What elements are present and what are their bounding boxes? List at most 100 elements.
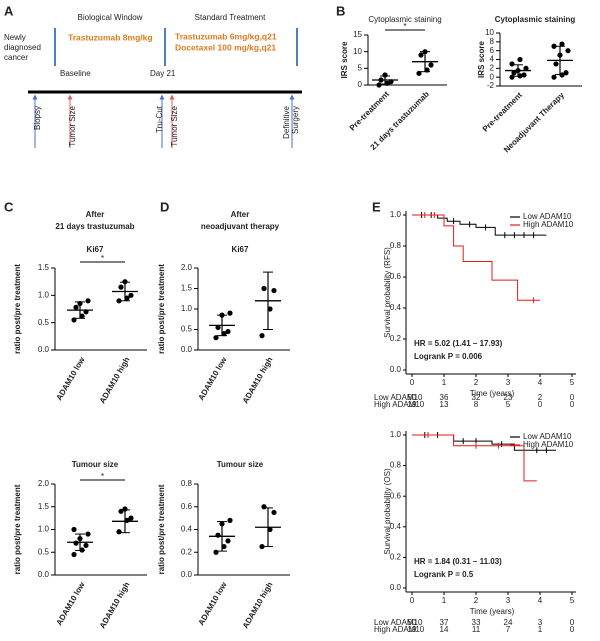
phase-label: Biological Window bbox=[78, 13, 143, 22]
y-tick-label: 0.4 bbox=[390, 303, 402, 312]
y-tick-label: 0.0 bbox=[181, 570, 193, 579]
x-tick-label: 2 bbox=[474, 378, 479, 387]
y-tick-label: -2 bbox=[487, 81, 495, 90]
risk-count: 11 bbox=[472, 625, 481, 634]
x-axis-label: Time (years) bbox=[470, 607, 515, 616]
data-point bbox=[227, 310, 233, 316]
event-label: Surgery bbox=[291, 106, 300, 134]
panel-titles: After 21 days trastuzumab After neoadjuv… bbox=[55, 210, 279, 231]
data-point bbox=[213, 335, 219, 341]
y-axis-label: ratio post/pre treatment bbox=[157, 264, 166, 354]
data-point bbox=[128, 292, 134, 298]
data-point bbox=[271, 287, 277, 294]
risk-label: Low ADAM10 bbox=[374, 393, 423, 402]
panel-title: 21 days trastuzumab bbox=[55, 222, 134, 231]
data-point bbox=[511, 70, 517, 76]
risk-count: 36 bbox=[440, 393, 449, 402]
risk-count: 37 bbox=[440, 618, 449, 627]
y-tick-label: 0.0 bbox=[181, 345, 193, 354]
risk-count: 23 bbox=[504, 393, 513, 402]
data-point bbox=[215, 324, 221, 331]
risk-label: Low ADAM10 bbox=[374, 618, 423, 627]
x-tick-label: 0 bbox=[410, 378, 415, 387]
risk-count: 0 bbox=[570, 393, 575, 402]
data-point bbox=[122, 279, 128, 285]
y-axis-label: Survival probability (RFS) bbox=[383, 247, 392, 338]
x-tick-label: 3 bbox=[506, 378, 511, 387]
y-tick-label: 1.0 bbox=[38, 290, 50, 299]
x-tick-label: 1 bbox=[442, 378, 447, 387]
start-label: diagnosed bbox=[4, 43, 41, 52]
data-point bbox=[116, 298, 122, 304]
y-tick-label: 10 bbox=[485, 28, 494, 37]
risk-count: 0 bbox=[570, 618, 575, 627]
y-tick-label: 0.0 bbox=[390, 365, 402, 374]
legend-label: High ADAM10 bbox=[523, 220, 574, 229]
y-tick-label: 0.8 bbox=[390, 461, 402, 470]
survival-curve bbox=[412, 434, 537, 482]
y-tick-label: 0.4 bbox=[181, 525, 193, 534]
data-point bbox=[225, 538, 231, 544]
data-point bbox=[376, 82, 382, 88]
x-tick-label: 3 bbox=[506, 596, 511, 605]
risk-count: 13 bbox=[440, 400, 449, 409]
y-tick-label: 2 bbox=[490, 63, 495, 72]
data-point bbox=[221, 331, 227, 337]
data-point bbox=[261, 504, 267, 510]
data-point bbox=[428, 62, 434, 68]
annotation: Logrank P = 0.5 bbox=[414, 570, 474, 579]
y-tick-label: 0 bbox=[358, 80, 363, 89]
risk-count: 24 bbox=[504, 618, 513, 627]
y-axis-label: ratio post/pre treatment bbox=[157, 484, 166, 574]
y-tick-label: 0.6 bbox=[390, 272, 402, 281]
y-tick-label: 5 bbox=[358, 63, 363, 72]
data-point bbox=[227, 517, 233, 524]
y-tick-label: 0.5 bbox=[181, 325, 193, 334]
y-tick-label: 10 bbox=[353, 47, 362, 56]
x-axis-label: Time (years) bbox=[470, 389, 515, 398]
risk-count: 7 bbox=[506, 625, 511, 634]
legend-label: Low ADAM10 bbox=[523, 432, 572, 441]
data-point bbox=[267, 306, 273, 312]
x-tick-label: ADAM10 high bbox=[98, 580, 132, 630]
x-tick-label: Pre-treatment bbox=[481, 90, 524, 133]
x-tick-label: ADAM10 low bbox=[55, 355, 87, 402]
x-tick-label: 4 bbox=[538, 378, 543, 387]
risk-label: High ADAM10 bbox=[374, 625, 425, 634]
y-tick-label: 0.5 bbox=[38, 318, 50, 327]
data-point bbox=[221, 543, 227, 550]
data-point bbox=[83, 542, 89, 549]
data-point bbox=[73, 304, 79, 310]
data-point bbox=[384, 80, 390, 86]
data-point bbox=[259, 333, 265, 339]
data-point bbox=[559, 41, 565, 47]
y-tick-label: 0.2 bbox=[390, 553, 402, 562]
data-point bbox=[553, 61, 559, 67]
risk-count: 33 bbox=[472, 618, 481, 627]
data-point bbox=[509, 74, 515, 80]
panel-title: After bbox=[231, 210, 250, 219]
event-label: Tumor Size bbox=[170, 105, 179, 146]
x-tick-label: ADAM10 low bbox=[197, 580, 229, 627]
treatment: Trastuzumab 6mg/kg,q21 bbox=[175, 31, 277, 41]
risk-count: 14 bbox=[440, 625, 449, 634]
data-point bbox=[124, 295, 130, 301]
data-point bbox=[565, 48, 571, 54]
panel-title: neoadjuvant therapy bbox=[201, 222, 280, 231]
data-point bbox=[259, 543, 265, 550]
risk-count: 5 bbox=[506, 400, 511, 409]
y-tick-label: 0 bbox=[490, 72, 495, 81]
panel-label: E bbox=[372, 199, 381, 214]
chart-title: Ki67 bbox=[87, 245, 104, 254]
treatment: Trastuzumab 8mg/kg bbox=[68, 32, 153, 42]
x-tick-label: 1 bbox=[442, 596, 447, 605]
data-point bbox=[418, 52, 424, 58]
data-point bbox=[523, 65, 529, 71]
milestone: Day 21 bbox=[150, 69, 176, 78]
data-point bbox=[79, 313, 85, 319]
y-tick-label: 0.0 bbox=[390, 583, 402, 592]
y-tick-label: 0.5 bbox=[38, 547, 50, 556]
y-axis-label: IRS score bbox=[477, 40, 486, 77]
y-tick-label: 0.2 bbox=[181, 547, 193, 556]
data-point bbox=[509, 61, 515, 67]
